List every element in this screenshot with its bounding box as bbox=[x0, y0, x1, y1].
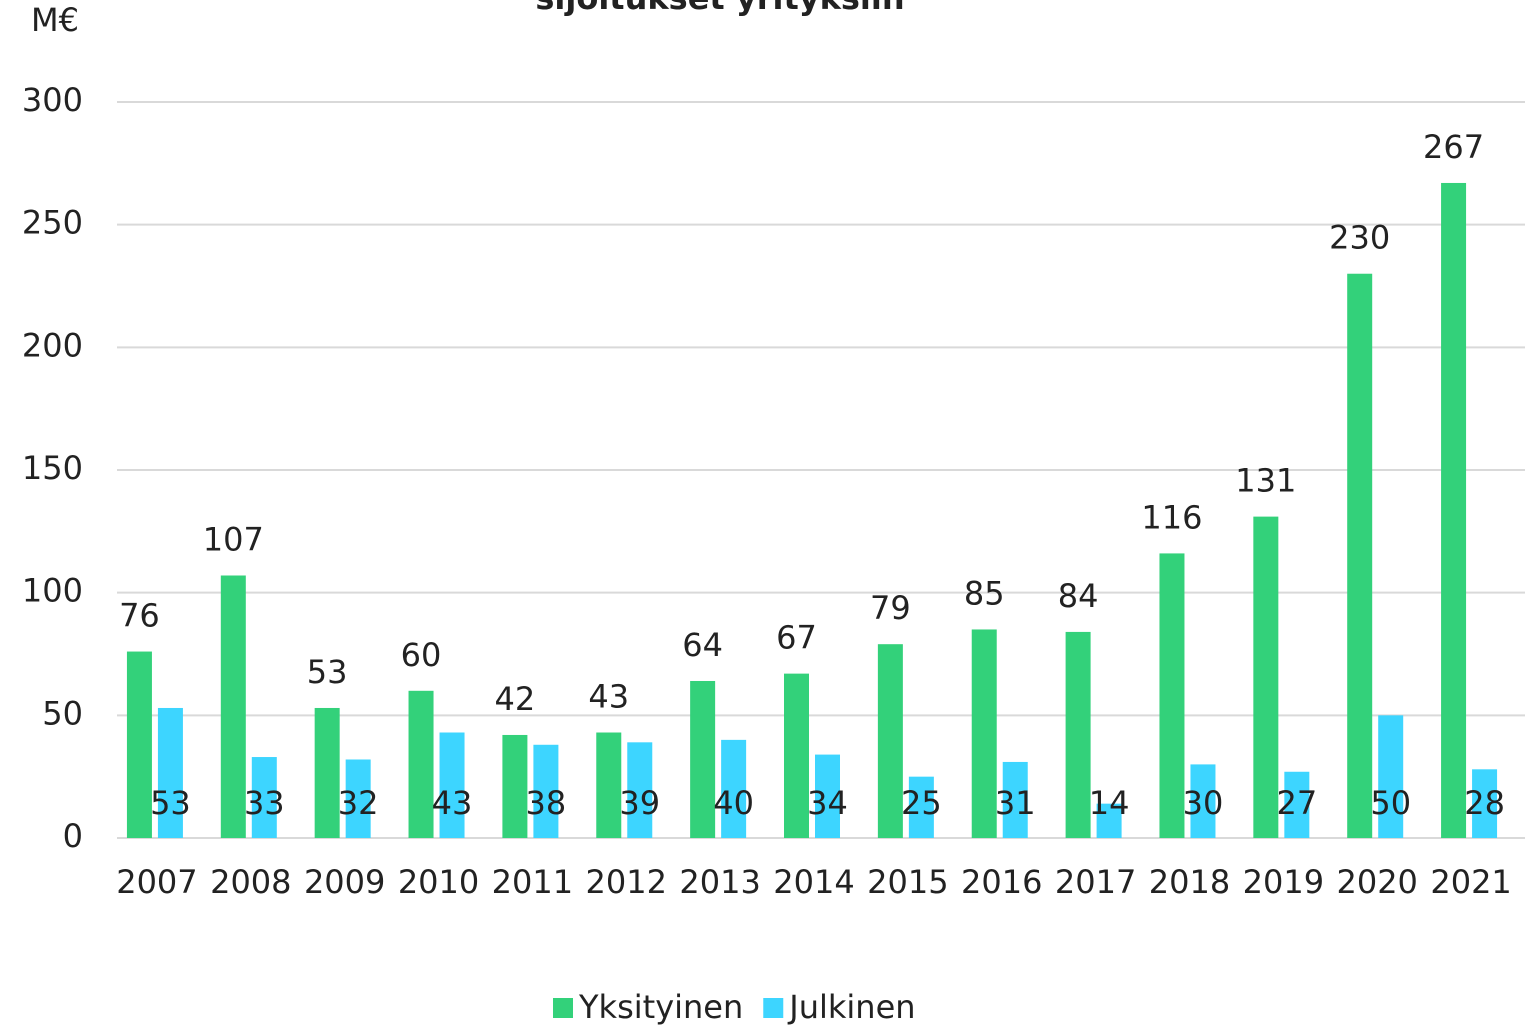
x-tick-label: 2008 bbox=[210, 863, 291, 901]
data-label: 79 bbox=[870, 589, 911, 627]
y-tick-label: 50 bbox=[42, 694, 83, 732]
y-tick-label: 250 bbox=[22, 204, 83, 242]
data-label: 230 bbox=[1329, 219, 1390, 257]
x-tick-label: 2010 bbox=[398, 863, 479, 901]
data-label: 50 bbox=[1370, 784, 1411, 822]
legend-label: Julkinen bbox=[787, 988, 915, 1026]
bar bbox=[408, 690, 434, 838]
y-tick-label: 200 bbox=[22, 326, 83, 364]
data-label: 76 bbox=[119, 597, 160, 635]
x-tick-label: 2014 bbox=[773, 863, 854, 901]
y-axis-label: M€ bbox=[31, 1, 79, 39]
data-label: 32 bbox=[338, 784, 379, 822]
bar bbox=[345, 759, 371, 838]
x-tick-label: 2017 bbox=[1055, 863, 1136, 901]
bar bbox=[314, 707, 340, 838]
y-tick-label: 300 bbox=[22, 81, 83, 119]
legend-label: Yksityinen bbox=[578, 988, 743, 1026]
x-tick-label: 2018 bbox=[1149, 863, 1230, 901]
data-label: 84 bbox=[1058, 577, 1099, 615]
bar bbox=[690, 680, 716, 838]
bar bbox=[1065, 631, 1091, 838]
bar bbox=[784, 673, 809, 838]
x-tick-label: 2020 bbox=[1336, 863, 1417, 901]
bar bbox=[971, 629, 997, 838]
legend-swatch bbox=[553, 998, 573, 1018]
bar bbox=[439, 732, 465, 838]
data-label: 107 bbox=[203, 520, 264, 558]
bar bbox=[877, 644, 903, 838]
data-label: 28 bbox=[1464, 784, 1505, 822]
bar bbox=[533, 744, 559, 838]
bar bbox=[1378, 715, 1404, 838]
x-tick-label: 2013 bbox=[679, 863, 760, 901]
data-label: 85 bbox=[964, 574, 1005, 612]
x-tick-label: 2019 bbox=[1243, 863, 1324, 901]
data-label: 116 bbox=[1141, 498, 1202, 536]
bar bbox=[627, 742, 653, 838]
x-tick-label: 2007 bbox=[116, 863, 197, 901]
bar bbox=[1347, 273, 1373, 838]
x-tick-label: 2015 bbox=[867, 863, 948, 901]
y-tick-label: 150 bbox=[22, 449, 83, 487]
data-label: 34 bbox=[807, 784, 848, 822]
data-label: 38 bbox=[526, 784, 567, 822]
data-label: 25 bbox=[901, 784, 942, 822]
chart-title: sijoitukset yrityksiin bbox=[535, 0, 904, 17]
bar bbox=[1096, 803, 1122, 838]
y-tick-label: 0 bbox=[63, 817, 83, 855]
bar bbox=[220, 575, 246, 838]
data-label: 30 bbox=[1183, 784, 1224, 822]
bar bbox=[1284, 771, 1310, 838]
bar bbox=[1159, 553, 1185, 838]
bar bbox=[502, 734, 528, 838]
bar bbox=[1472, 769, 1498, 838]
bar bbox=[251, 757, 277, 838]
data-label: 14 bbox=[1089, 784, 1130, 822]
bar bbox=[815, 754, 840, 838]
legend-swatch bbox=[763, 998, 784, 1018]
data-label: 131 bbox=[1235, 462, 1296, 500]
data-label: 67 bbox=[776, 619, 817, 657]
bar bbox=[1441, 182, 1467, 838]
y-tick-label: 100 bbox=[22, 572, 83, 610]
data-label: 43 bbox=[588, 678, 629, 716]
data-label: 27 bbox=[1276, 784, 1317, 822]
data-label: 40 bbox=[713, 784, 754, 822]
bar bbox=[596, 732, 622, 838]
x-tick-label: 2011 bbox=[492, 863, 573, 901]
bar bbox=[1002, 761, 1028, 838]
data-label: 42 bbox=[495, 680, 536, 718]
bar bbox=[157, 707, 183, 838]
data-label: 43 bbox=[432, 784, 473, 822]
data-label: 267 bbox=[1423, 128, 1484, 166]
bar bbox=[1253, 516, 1279, 838]
data-label: 53 bbox=[150, 784, 191, 822]
bar bbox=[908, 776, 934, 838]
x-tick-label: 2009 bbox=[304, 863, 385, 901]
data-label: 53 bbox=[307, 653, 348, 691]
x-tick-label: 2021 bbox=[1430, 863, 1511, 901]
bar bbox=[1190, 764, 1216, 838]
bar bbox=[721, 739, 747, 838]
data-label: 60 bbox=[401, 636, 442, 674]
data-label: 64 bbox=[682, 626, 723, 664]
data-label: 39 bbox=[619, 784, 660, 822]
bar bbox=[126, 651, 152, 838]
x-tick-label: 2012 bbox=[586, 863, 667, 901]
data-label: 31 bbox=[995, 784, 1036, 822]
x-tick-label: 2016 bbox=[961, 863, 1042, 901]
data-label: 33 bbox=[244, 784, 285, 822]
